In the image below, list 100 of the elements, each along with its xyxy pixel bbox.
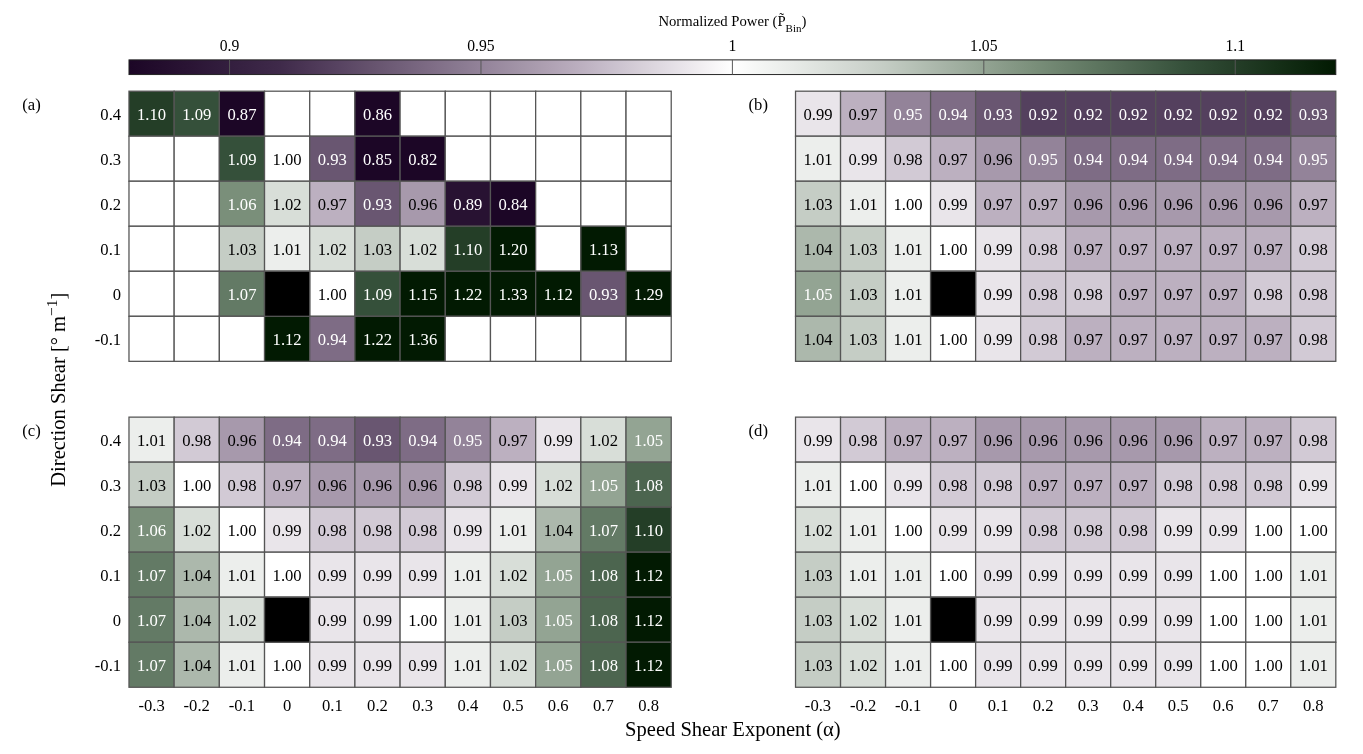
data-label: 0.97 [1208,284,1238,304]
data-label: 0.98 [317,520,347,540]
color-bar-label: 1.1 [1225,37,1246,55]
data-label: 1.12 [543,284,573,304]
data-label: 0.94 [408,430,438,450]
data-label: 1.02 [848,610,878,630]
data-label: 0.92 [1208,104,1238,124]
data-label: 0.96 [408,475,438,495]
data-label: 0.89 [453,194,483,214]
data-label: 1.01 [893,284,923,304]
data-label: 0.97 [848,104,878,124]
data-label: 0.97 [1028,194,1058,214]
data-label: 0.98 [1253,284,1283,304]
data-label: 1.03 [803,194,833,214]
data-label: 1.01 [893,610,923,630]
data-label: 0.93 [362,430,393,450]
data-label: 1.07 [227,284,257,304]
data-label: 0.99 [1028,565,1058,585]
data-label: 0.97 [893,430,923,450]
x-tick-label: 0.1 [987,695,1009,715]
data-label: 1.00 [1253,610,1283,630]
data-label: 0.98 [893,149,923,169]
data-label: 1.00 [272,655,302,675]
data-label: 1.15 [408,284,438,304]
data-label: 0.99 [1208,520,1238,540]
data-label: 1.05 [543,655,573,675]
data-label: 0.99 [1163,520,1193,540]
data-label: 0.92 [1118,104,1148,124]
data-label: 1.36 [408,329,438,349]
data-label: 0.97 [1208,430,1238,450]
data-label: 1.00 [272,149,302,169]
data-label: 0.86 [362,104,393,124]
x-tick-label: 0.7 [593,695,614,715]
y-tick-label: 0.2 [100,520,122,540]
data-label: 1.01 [803,475,833,495]
x-tick-label: 0.8 [1302,695,1324,715]
data-label: 0.96 [983,430,1013,450]
data-label: 1.01 [453,655,483,675]
data-label: 0.99 [983,329,1013,349]
data-label: 0.96 [1163,194,1193,214]
data-label: 1.01 [227,655,257,675]
data-label: 0.98 [848,430,878,450]
x-tick-label: 0.7 [1257,695,1279,715]
data-label: 0.94 [1163,149,1194,169]
data-label: 0.94 [1253,149,1284,169]
data-label: 0.96 [1073,194,1103,214]
data-label: 0.94 [1118,149,1149,169]
x-tick-label: 0.3 [412,695,434,715]
data-label: 0.85 [362,149,393,169]
data-label: 0.99 [317,655,347,675]
data-label: 1.07 [137,610,167,630]
data-label: 1.03 [227,239,257,259]
data-label: 0.99 [362,610,393,630]
x-tick-label: 0 [282,695,292,715]
data-label: 1.12 [634,565,664,585]
data-label: 1.03 [803,610,833,630]
data-label: 0.99 [983,565,1013,585]
data-label: 0.93 [362,194,393,214]
y-tick-label: 0.2 [100,194,122,214]
data-label: 0.99 [803,104,833,124]
data-label: 0.98 [1298,284,1328,304]
x-tick-label: 0.5 [1167,695,1189,715]
data-label: 0.98 [1163,475,1193,495]
data-label: 0.99 [1118,655,1148,675]
data-label: 0.97 [1163,284,1193,304]
data-label: 1.03 [362,239,393,259]
data-label: 0.97 [1028,475,1058,495]
data-label: 1.33 [498,284,528,304]
data-label: 0.92 [1163,104,1193,124]
data-label: 1.03 [848,329,878,349]
data-label: 1.08 [588,565,618,585]
data-label: 0.99 [938,520,968,540]
data-label: 1.08 [634,475,664,495]
data-label: 0.98 [1298,430,1328,450]
data-label: 0.92 [1253,104,1283,124]
y-tick-label: 0.3 [100,149,122,169]
color-bar-label: 0.9 [219,37,240,55]
data-label: 1.08 [588,610,618,630]
data-label: 0.97 [1073,329,1103,349]
data-label: 0.94 [938,104,969,124]
data-label: 1.02 [272,194,302,214]
data-label: 0.99 [983,520,1013,540]
y-tick-label: 0.4 [100,104,122,124]
data-label: 0.97 [1253,239,1283,259]
data-label: 0.98 [408,520,438,540]
x-tick-label: -0.3 [804,695,832,715]
data-label: 1.00 [1253,520,1283,540]
data-label: 1.00 [1208,610,1238,630]
data-label: 0.99 [1163,655,1193,675]
data-label: 0.98 [1253,475,1283,495]
data-label: 1.07 [137,565,167,585]
color-bar-label: 1 [728,37,737,55]
x-tick-label: 0.4 [457,695,479,715]
data-label: 1.01 [803,149,833,169]
data-label: 0.99 [1028,610,1058,630]
data-label: 0.99 [1118,565,1148,585]
data-label: 0.99 [938,194,968,214]
data-label: 0.96 [1163,430,1193,450]
y-tick-label: -0.1 [94,329,122,349]
data-label: 0.97 [1298,194,1328,214]
